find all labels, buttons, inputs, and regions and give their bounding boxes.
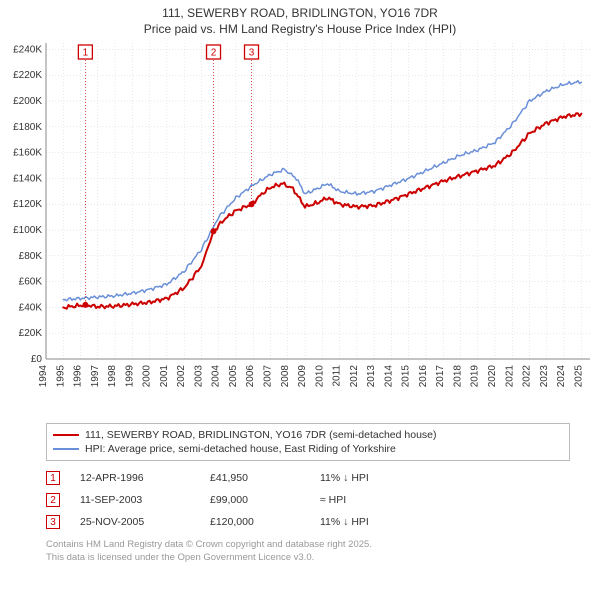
svg-text:2001: 2001 bbox=[159, 365, 170, 388]
sales-marker-2: 2 bbox=[46, 493, 60, 507]
sales-row-2: 2 11-SEP-2003 £99,000 ≈ HPI bbox=[46, 489, 570, 511]
svg-text:2004: 2004 bbox=[211, 365, 222, 388]
svg-text:2007: 2007 bbox=[263, 365, 274, 388]
svg-text:2: 2 bbox=[211, 48, 217, 59]
svg-text:1998: 1998 bbox=[107, 365, 118, 388]
svg-text:2022: 2022 bbox=[522, 365, 533, 388]
svg-text:1: 1 bbox=[83, 48, 89, 59]
svg-text:2005: 2005 bbox=[228, 365, 239, 388]
svg-text:£140K: £140K bbox=[13, 174, 42, 185]
chart-svg: £0 £20K £40K £60K £80K £100K £120K £140K £160K £1… bbox=[0, 39, 600, 419]
svg-text:2006: 2006 bbox=[245, 365, 256, 388]
svg-text:£220K: £220K bbox=[13, 70, 42, 81]
svg-text:2024: 2024 bbox=[556, 365, 567, 388]
svg-text:£200K: £200K bbox=[13, 96, 42, 107]
svg-text:2019: 2019 bbox=[470, 365, 481, 388]
svg-text:2017: 2017 bbox=[435, 365, 446, 388]
sales-hpi-2: ≈ HPI bbox=[320, 494, 430, 506]
svg-text:£80K: £80K bbox=[19, 251, 43, 262]
svg-text:£60K: £60K bbox=[19, 277, 43, 288]
sales-hpi-3: 11% ↓ HPI bbox=[320, 516, 430, 528]
svg-text:1995: 1995 bbox=[55, 365, 66, 388]
title-line-1: 111, SEWERBY ROAD, BRIDLINGTON, YO16 7DR bbox=[0, 6, 600, 22]
svg-text:2016: 2016 bbox=[418, 365, 429, 388]
legend-item-price-paid: 111, SEWERBY ROAD, BRIDLINGTON, YO16 7DR… bbox=[53, 428, 563, 442]
svg-text:£160K: £160K bbox=[13, 148, 42, 159]
sales-row-3: 3 25-NOV-2005 £120,000 11% ↓ HPI bbox=[46, 511, 570, 533]
svg-text:2020: 2020 bbox=[487, 365, 498, 388]
legend-label-2: HPI: Average price, semi-detached house,… bbox=[85, 443, 396, 455]
svg-text:1994: 1994 bbox=[38, 365, 49, 388]
sales-marker-3: 3 bbox=[46, 515, 60, 529]
svg-text:2003: 2003 bbox=[193, 365, 204, 388]
svg-text:2011: 2011 bbox=[332, 365, 343, 387]
svg-text:£40K: £40K bbox=[19, 303, 43, 314]
legend-item-hpi: HPI: Average price, semi-detached house,… bbox=[53, 442, 563, 456]
svg-text:2012: 2012 bbox=[349, 365, 360, 388]
footer-line-1: Contains HM Land Registry data © Crown c… bbox=[46, 539, 570, 551]
sales-date-2: 11-SEP-2003 bbox=[80, 494, 190, 506]
svg-text:£100K: £100K bbox=[13, 225, 42, 236]
svg-text:2018: 2018 bbox=[452, 365, 463, 388]
legend-swatch-1 bbox=[53, 434, 79, 436]
svg-text:2013: 2013 bbox=[366, 365, 377, 388]
footer: Contains HM Land Registry data © Crown c… bbox=[46, 539, 570, 564]
svg-text:2010: 2010 bbox=[314, 365, 325, 388]
legend-label-1: 111, SEWERBY ROAD, BRIDLINGTON, YO16 7DR… bbox=[85, 429, 437, 441]
sales-hpi-1: 11% ↓ HPI bbox=[320, 472, 430, 484]
sales-table: 1 12-APR-1996 £41,950 11% ↓ HPI 2 11-SEP… bbox=[46, 467, 570, 533]
svg-text:3: 3 bbox=[249, 48, 255, 59]
svg-text:2025: 2025 bbox=[573, 365, 584, 388]
svg-text:2015: 2015 bbox=[401, 365, 412, 388]
sales-row-1: 1 12-APR-1996 £41,950 11% ↓ HPI bbox=[46, 467, 570, 489]
svg-text:2008: 2008 bbox=[280, 365, 291, 388]
chart-area: £0 £20K £40K £60K £80K £100K £120K £140K £160K £1… bbox=[0, 39, 600, 419]
svg-text:2014: 2014 bbox=[383, 365, 394, 388]
legend: 111, SEWERBY ROAD, BRIDLINGTON, YO16 7DR… bbox=[46, 423, 570, 461]
svg-text:2009: 2009 bbox=[297, 365, 308, 388]
legend-swatch-2 bbox=[53, 448, 79, 450]
svg-text:£180K: £180K bbox=[13, 122, 42, 133]
svg-text:1996: 1996 bbox=[73, 365, 84, 388]
footer-line-2: This data is licensed under the Open Gov… bbox=[46, 552, 570, 564]
svg-text:2000: 2000 bbox=[142, 365, 153, 388]
svg-text:£0: £0 bbox=[31, 354, 43, 365]
svg-text:2023: 2023 bbox=[539, 365, 550, 388]
sales-price-1: £41,950 bbox=[210, 472, 300, 484]
sales-price-2: £99,000 bbox=[210, 494, 300, 506]
svg-text:2002: 2002 bbox=[176, 365, 187, 388]
sales-marker-1: 1 bbox=[46, 471, 60, 485]
chart-title-block: 111, SEWERBY ROAD, BRIDLINGTON, YO16 7DR… bbox=[0, 0, 600, 39]
sales-price-3: £120,000 bbox=[210, 516, 300, 528]
title-line-2: Price paid vs. HM Land Registry's House … bbox=[0, 22, 600, 38]
sales-date-3: 25-NOV-2005 bbox=[80, 516, 190, 528]
sales-date-1: 12-APR-1996 bbox=[80, 472, 190, 484]
svg-text:£240K: £240K bbox=[13, 45, 42, 56]
svg-text:2021: 2021 bbox=[504, 365, 515, 388]
svg-text:£120K: £120K bbox=[13, 199, 42, 210]
svg-text:1999: 1999 bbox=[124, 365, 135, 388]
svg-text:£20K: £20K bbox=[19, 328, 43, 339]
svg-text:1997: 1997 bbox=[90, 365, 101, 388]
